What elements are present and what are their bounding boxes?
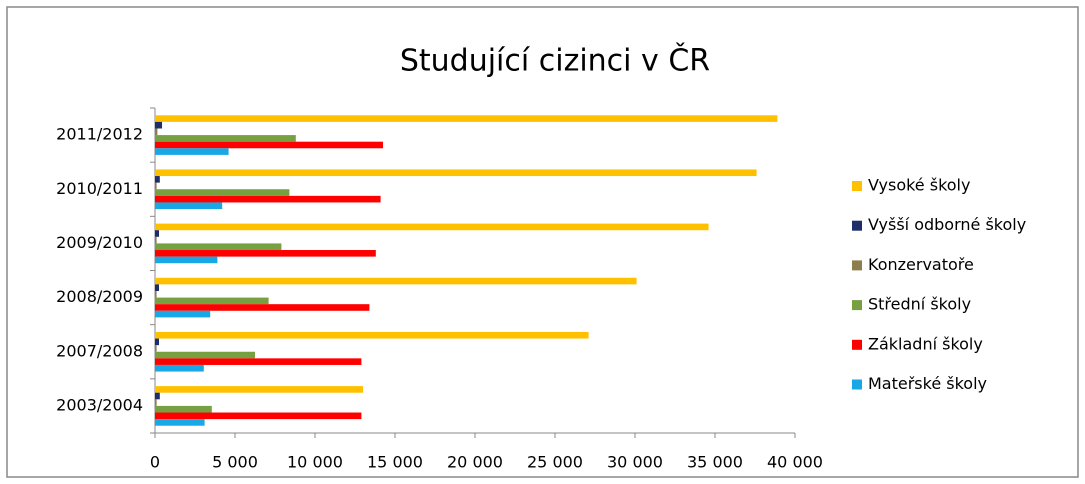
bar — [155, 290, 157, 298]
legend-swatch — [852, 260, 862, 271]
bar — [155, 148, 229, 155]
legend-label: Vysoké školy — [868, 176, 970, 195]
bar — [155, 304, 370, 311]
legend-swatch — [852, 339, 862, 350]
bar — [155, 243, 282, 251]
y-tick-label: 2009/2010 — [56, 233, 143, 252]
bar — [155, 256, 218, 264]
x-tick-label: 25 000 — [527, 453, 583, 472]
y-tick-label: 2011/2012 — [56, 125, 143, 144]
bar — [155, 182, 157, 190]
y-tick-label: 2010/2011 — [56, 179, 143, 198]
x-tick-label: 15 000 — [367, 453, 423, 472]
bar — [155, 405, 212, 413]
bar — [155, 331, 589, 339]
x-tick-label: 0 — [150, 453, 160, 472]
legend-label: Mateřské školy — [868, 374, 987, 393]
bar — [155, 176, 160, 183]
legend-label: Vyšší odborné školy — [868, 215, 1026, 234]
bar — [155, 310, 211, 318]
x-tick-label: 20 000 — [447, 453, 503, 472]
legend-swatch — [852, 379, 862, 390]
bar — [155, 399, 157, 406]
bar — [155, 419, 205, 426]
bar — [155, 250, 376, 257]
y-tick-label: 2007/2008 — [56, 341, 143, 360]
x-tick-label: 40 000 — [767, 453, 823, 472]
legend-label: Základní školy — [868, 334, 983, 353]
bar — [155, 345, 157, 352]
x-tick-label: 5 000 — [212, 453, 258, 472]
bar — [155, 189, 290, 196]
legend-label: Konzervatoře — [868, 255, 974, 274]
bar — [155, 358, 362, 365]
bar — [155, 128, 158, 136]
bar — [155, 277, 637, 285]
chart-title: Studující cizinci v ČR — [400, 42, 710, 79]
bar — [155, 202, 223, 210]
y-tick-label: 2008/2009 — [56, 287, 143, 306]
bar — [155, 141, 383, 149]
bar — [155, 223, 709, 231]
x-tick-label: 35 000 — [687, 453, 743, 472]
bar — [155, 230, 159, 237]
bar — [155, 297, 269, 305]
chart-border — [6, 6, 1079, 478]
bar — [155, 236, 157, 244]
bar — [155, 284, 159, 291]
bar — [155, 115, 778, 122]
y-tick-label: 2003/2004 — [56, 395, 143, 414]
legend-swatch — [852, 300, 862, 311]
bar — [155, 386, 363, 393]
bar — [155, 412, 362, 420]
bar — [155, 364, 204, 372]
bar — [155, 169, 757, 177]
bar — [155, 135, 296, 142]
bar — [155, 338, 159, 346]
bar — [155, 121, 163, 129]
x-tick-label: 10 000 — [287, 453, 343, 472]
bar — [155, 392, 160, 400]
bar — [155, 351, 255, 359]
legend-swatch — [852, 220, 862, 231]
bar — [155, 195, 381, 203]
legend-swatch — [852, 181, 862, 191]
legend-label: Střední školy — [868, 295, 971, 314]
x-tick-label: 30 000 — [607, 453, 663, 472]
